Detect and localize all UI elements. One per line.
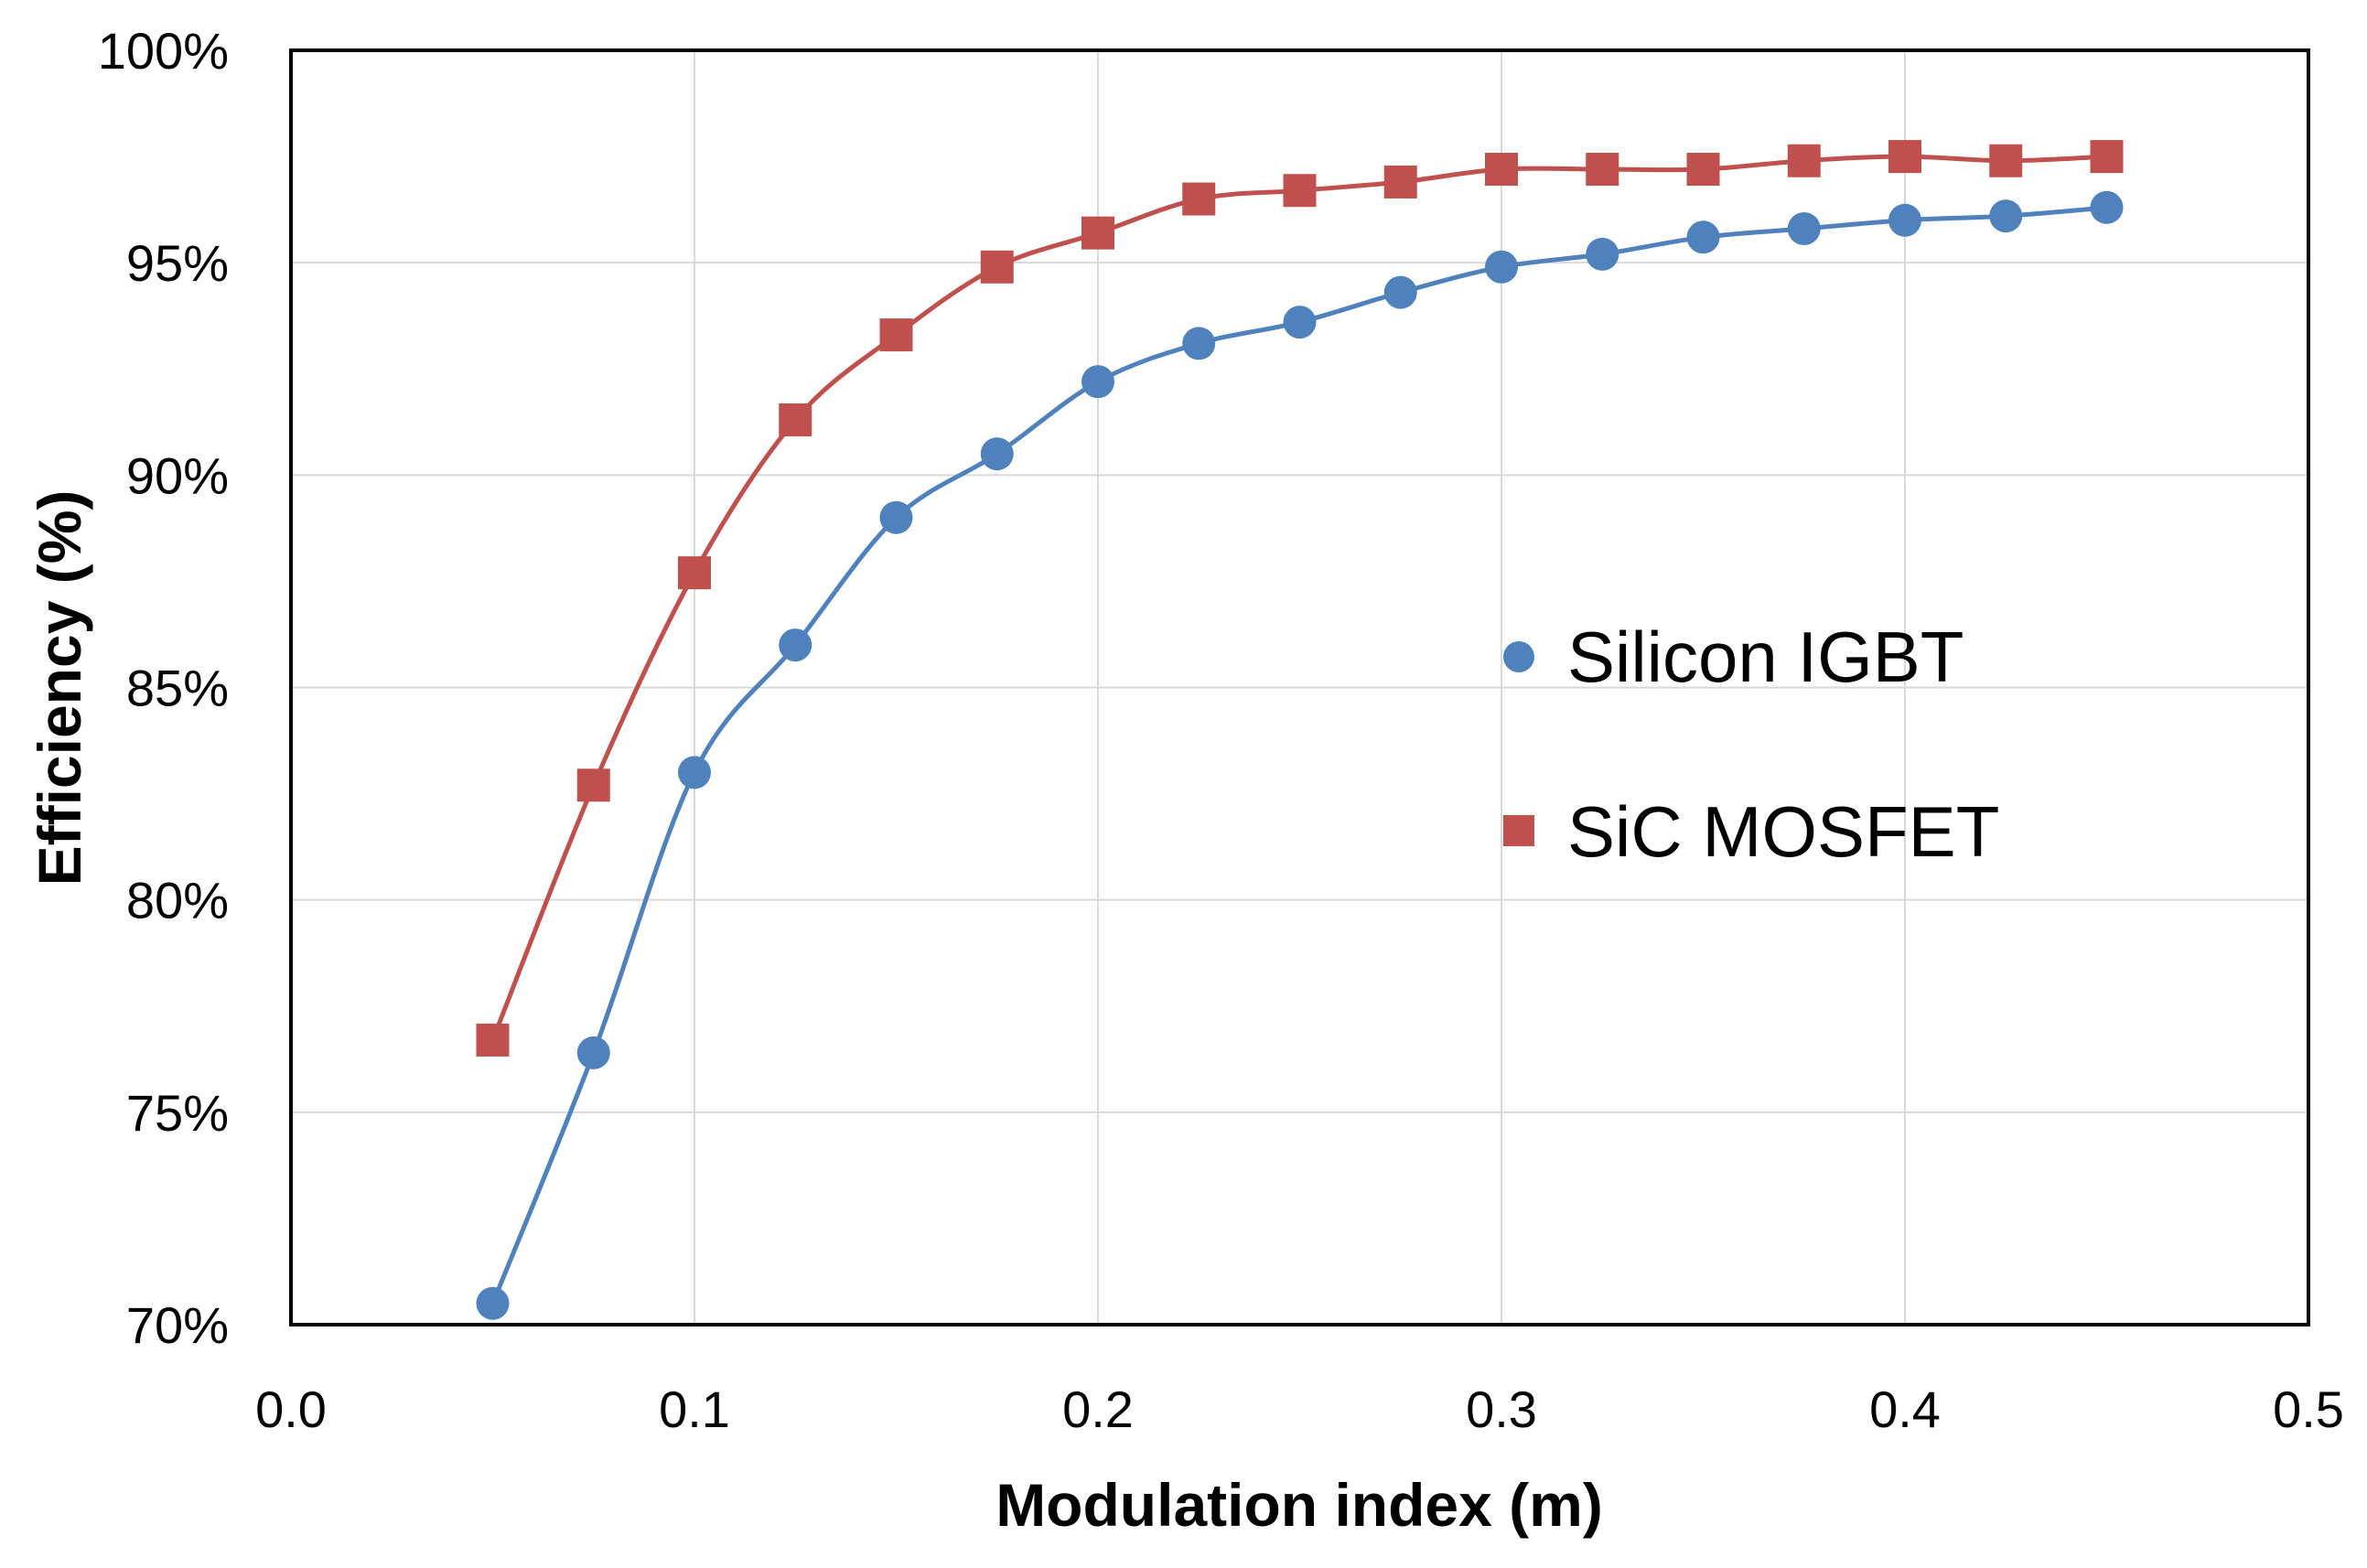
y-tick-label: 85% [126,660,229,717]
trendline-sic-mosfet [490,154,2107,1041]
data-point-silicon-igbt [1182,327,1216,360]
data-point-silicon-igbt [980,437,1014,471]
y-tick-label: 95% [126,234,229,292]
legend-marker-sic-mosfet [1503,815,1534,846]
data-point-silicon-igbt [1383,275,1417,309]
x-axis-ticks: 0.0 0.1 0.2 0.3 0.4 0.5 [255,1380,2344,1438]
data-point-sic-mosfet [1081,216,1114,250]
data-point-sic-mosfet [678,556,711,590]
data-point-sic-mosfet [576,768,610,802]
trendline-silicon-igbt [490,205,2107,1305]
data-point-silicon-igbt [2090,190,2124,224]
data-point-sic-mosfet [1283,174,1317,208]
data-point-sic-mosfet [1686,153,1720,187]
y-axis-ticks: 70% 75% 80% 85% 90% 95% 100% [98,22,229,1354]
data-point-sic-mosfet [1586,153,1619,187]
data-point-sic-mosfet [1888,140,1921,174]
data-point-silicon-igbt [1081,365,1114,399]
y-tick-label: 70% [126,1296,229,1354]
data-point-sic-mosfet [2090,140,2124,174]
y-tick-label: 90% [126,446,229,504]
legend-marker-silicon-igbt [1503,641,1534,672]
data-point-silicon-igbt [779,628,812,662]
y-axis-title: Efficiency (%) [26,490,93,886]
data-point-silicon-igbt [879,500,913,534]
data-point-silicon-igbt [1283,306,1317,339]
y-tick-label: 75% [126,1084,229,1142]
series-layer [476,140,2124,1320]
data-point-sic-mosfet [980,250,1014,284]
data-point-silicon-igbt [1586,237,1619,271]
y-tick-label: 80% [126,872,229,929]
data-point-silicon-igbt [1686,220,1720,254]
data-point-silicon-igbt [476,1286,510,1320]
x-tick-label: 0.4 [1869,1380,1941,1438]
x-tick-label: 0.2 [1062,1380,1134,1438]
data-point-sic-mosfet [476,1023,510,1057]
legend: Silicon IGBT SiC MOSFET [1503,617,1999,872]
data-point-silicon-igbt [1485,250,1518,284]
plot-area-border [289,48,2310,1326]
legend-label-silicon-igbt: Silicon IGBT [1567,617,1964,697]
x-axis-title: Modulation index (m) [995,1471,1603,1539]
data-point-silicon-igbt [576,1036,610,1069]
data-point-sic-mosfet [1182,182,1216,216]
data-point-sic-mosfet [1989,144,2023,177]
data-point-sic-mosfet [1383,165,1417,199]
legend-label-sic-mosfet: SiC MOSFET [1567,791,1999,872]
x-tick-label: 0.1 [659,1380,730,1438]
data-point-silicon-igbt [678,756,711,789]
data-point-sic-mosfet [779,403,812,436]
data-point-silicon-igbt [1989,199,2023,233]
data-point-sic-mosfet [1787,144,1821,177]
gridlines [291,50,2308,1325]
data-point-silicon-igbt [1888,203,1921,237]
y-tick-label: 100% [98,22,229,80]
x-tick-label: 0.5 [2273,1380,2344,1438]
data-point-sic-mosfet [879,318,913,352]
data-point-sic-mosfet [1485,153,1518,187]
x-tick-label: 0.0 [255,1380,327,1438]
data-point-silicon-igbt [1787,212,1821,246]
x-tick-label: 0.3 [1466,1380,1537,1438]
